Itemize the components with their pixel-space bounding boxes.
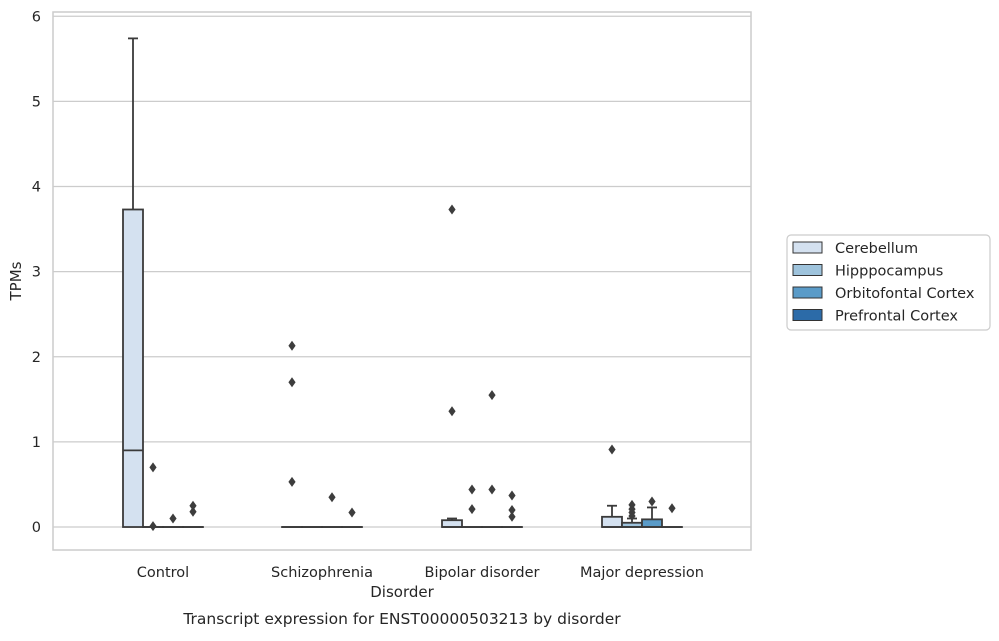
x-tick-label: Major depression xyxy=(580,565,704,581)
legend: Cerebellum Hipppocampus Orbitofontal Corte… xyxy=(787,235,990,330)
box-groups xyxy=(123,38,682,527)
legend-swatch xyxy=(793,265,822,276)
legend-swatch xyxy=(793,310,822,321)
outlier-point xyxy=(488,390,495,400)
outlier-point xyxy=(288,341,295,351)
box-body xyxy=(123,209,143,527)
legend-label: Cerebellum xyxy=(835,241,918,257)
outlier-point xyxy=(448,204,455,214)
outlier-point xyxy=(288,377,295,387)
outlier-point xyxy=(189,501,196,511)
y-tick-label: 6 xyxy=(32,9,41,25)
box-cerebellum xyxy=(602,506,622,527)
outlier-point xyxy=(288,477,295,487)
y-axis-ticks: 0 1 2 3 4 5 6 xyxy=(32,9,41,536)
x-tick-label: Schizophrenia xyxy=(271,565,373,581)
box-body xyxy=(642,519,662,527)
y-tick-label: 2 xyxy=(32,350,41,366)
legend-label: Hipppocampus xyxy=(835,264,943,280)
x-axis-ticks: Control Schizophrenia Bipolar disorder Majo… xyxy=(137,565,704,581)
y-axis-label: TPMs xyxy=(7,261,25,301)
outlier-point xyxy=(149,521,156,531)
legend-label: Orbitofontal Cortex xyxy=(835,286,975,302)
outlier-point xyxy=(169,514,176,524)
outlier-point xyxy=(448,406,455,416)
box-body xyxy=(442,520,462,527)
outlier-point xyxy=(149,462,156,472)
y-tick-label: 0 xyxy=(32,520,41,536)
box-cerebellum xyxy=(123,38,143,527)
outlier-point xyxy=(488,485,495,495)
legend-label: Prefrontal Cortex xyxy=(835,309,958,325)
y-tick-label: 5 xyxy=(32,94,41,110)
box-orbitofontal-cortex xyxy=(642,507,662,527)
outlier-point xyxy=(328,492,335,502)
outlier-point xyxy=(348,508,355,518)
box-body xyxy=(602,517,622,527)
x-tick-label: Control xyxy=(137,565,189,581)
legend-swatch xyxy=(793,287,822,298)
x-axis-label: Disorder xyxy=(370,583,434,601)
outlier-point xyxy=(508,505,515,515)
y-tick-label: 1 xyxy=(32,435,41,451)
box-cerebellum xyxy=(442,519,462,528)
chart-caption: Transcript expression for ENST0000050321… xyxy=(182,610,621,628)
y-tick-label: 3 xyxy=(32,265,41,281)
outlier-point xyxy=(468,504,475,514)
outlier-point xyxy=(648,496,655,506)
grid-lines xyxy=(53,16,751,527)
outlier-point xyxy=(668,503,675,513)
outlier-markers xyxy=(149,204,675,531)
outlier-point xyxy=(608,445,615,455)
x-tick-label: Bipolar disorder xyxy=(425,565,540,581)
outlier-point xyxy=(508,491,515,501)
plot-area-frame xyxy=(53,12,751,550)
outlier-point xyxy=(468,485,475,495)
y-tick-label: 4 xyxy=(32,180,41,196)
legend-swatch xyxy=(793,242,822,253)
